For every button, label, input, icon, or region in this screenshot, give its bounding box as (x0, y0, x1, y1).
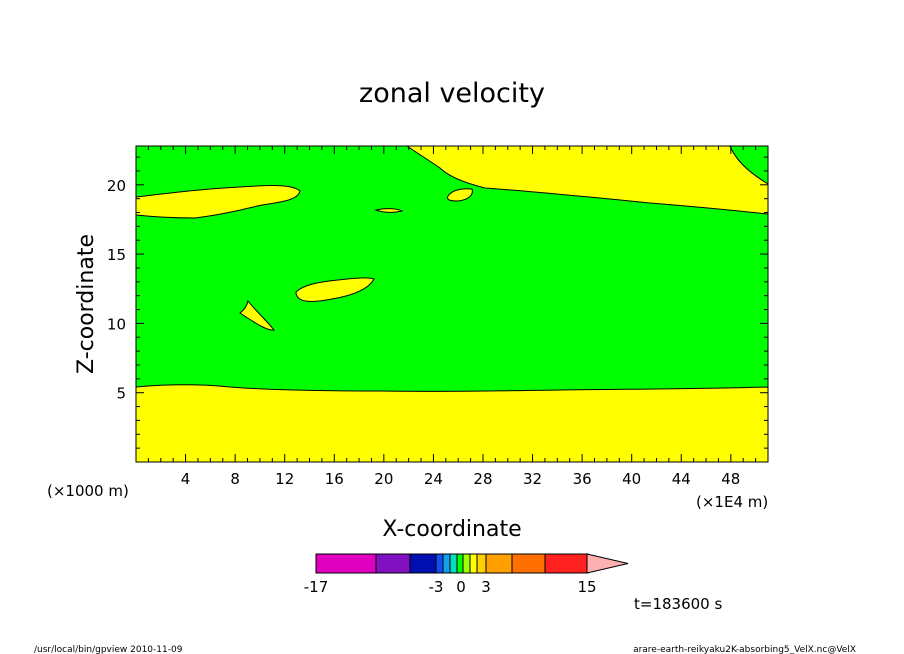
x-tick-label: 28 (473, 470, 492, 488)
colorbar-bin (442, 553, 451, 574)
time-label: t=183600 s (634, 595, 722, 613)
colorbar-tick-label: -17 (304, 578, 329, 596)
contour-fills (135, 145, 769, 463)
x-tick-label: 4 (181, 470, 191, 488)
colorbar-bin (375, 553, 411, 574)
y-tick-label: 10 (107, 315, 126, 333)
colorbar-bin (544, 553, 588, 574)
x-tick-label: 40 (622, 470, 641, 488)
y-tick-marks (136, 156, 768, 449)
contour-region-tiny-strip (374, 208, 404, 213)
colorbar-bin (469, 553, 478, 574)
x-tick-labels: 4 8 12 16 20 24 28 32 36 40 44 48 (181, 470, 741, 488)
y-tick-label: 15 (107, 246, 126, 264)
x-tick-label: 20 (374, 470, 393, 488)
x-unit-left-label: (×1000 m) (47, 482, 129, 500)
colorbar-tick-label: 0 (456, 578, 466, 596)
colorbar-extension-triangle (586, 553, 629, 574)
colorbar (315, 553, 629, 574)
footer-right-text: arare-earth-reikyaku2K-absorbing5_VelX.n… (633, 645, 856, 654)
x-tick-label: 48 (721, 470, 740, 488)
x-tick-label: 12 (275, 470, 294, 488)
y-tick-labels: 5 10 15 20 (107, 177, 126, 403)
plot-area (135, 145, 769, 463)
colorbar-bin (511, 553, 546, 574)
colorbar-bin (485, 553, 513, 574)
x-tick-label: 8 (230, 470, 240, 488)
contour-region-middle-blob (295, 277, 375, 302)
colorbar-bin (456, 553, 464, 574)
colorbar-bin (435, 553, 444, 574)
footer-left-text: /usr/local/bin/gpview 2010-11-09 (34, 645, 183, 654)
x-tick-label: 36 (573, 470, 592, 488)
x-tick-marks (147, 146, 757, 462)
x-tick-label: 16 (325, 470, 344, 488)
contour-region-bottom-band (135, 384, 769, 463)
y-tick-label: 20 (107, 177, 126, 195)
colorbar-bin (449, 553, 458, 574)
x-tick-label: 44 (672, 470, 691, 488)
colorbar-bin (476, 553, 487, 574)
x-axis-label: X-coordinate (382, 517, 521, 542)
colorbar-tick-label: 3 (481, 578, 491, 596)
contour-region-small-spike (239, 299, 275, 331)
chart-title: zonal velocity (359, 78, 545, 109)
colorbar-bin (462, 553, 471, 574)
colorbar-tick-label: -3 (429, 578, 444, 596)
colorbar-bin (315, 553, 377, 574)
colorbar-bin (409, 553, 437, 574)
contour-region-left-upper (135, 185, 301, 219)
colorbar-labels: -17 -3 0 3 15 (304, 578, 597, 596)
contour-region-small-upper-center (447, 188, 473, 202)
plot-frame (135, 145, 769, 463)
y-axis-label: Z-coordinate (74, 234, 99, 374)
x-tick-label: 24 (424, 470, 443, 488)
y-tick-label: 5 (116, 385, 126, 403)
colorbar-tick-label: 15 (577, 578, 596, 596)
x-unit-right-label: (×1E4 m) (696, 493, 768, 511)
x-tick-label: 32 (523, 470, 542, 488)
